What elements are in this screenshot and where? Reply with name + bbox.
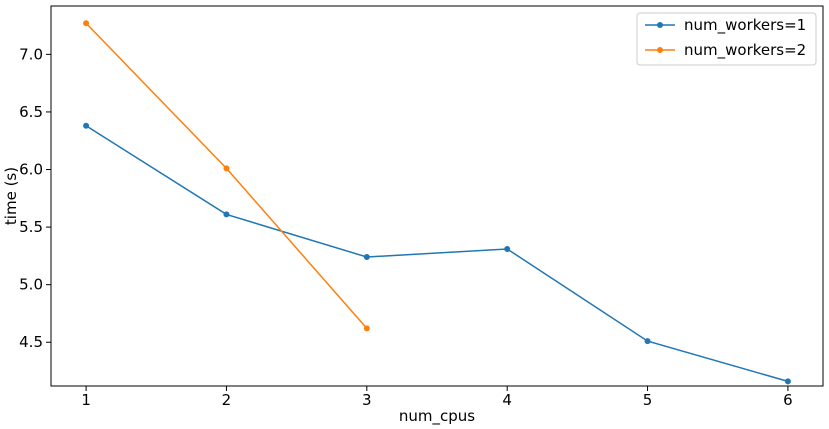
series-2-point [83,20,90,27]
y-axis-title: time (s) [2,167,20,225]
series-1-point [784,378,791,385]
series-1-point [363,254,370,261]
series-2-point [223,165,230,172]
series-1-point [223,211,230,218]
y-tick-label: 5.0 [19,276,43,294]
legend-label-series-2: num_workers=2 [684,41,806,60]
series-layer [83,20,791,385]
y-tick-label: 5.5 [19,218,43,236]
x-tick-label: 3 [362,391,372,409]
y-tick-label: 6.0 [19,161,43,179]
series-1-point [644,338,651,345]
series-line-1 [85,125,789,383]
x-tick-label: 4 [502,391,512,409]
x-axis-ticks: 1 2 3 4 5 6 [81,386,793,409]
y-tick-label: 7.0 [19,45,43,63]
legend-marker-series-1 [657,22,663,28]
x-tick-label: 2 [222,391,232,409]
series-2-point [363,325,370,332]
series-1-point [504,245,511,252]
y-axis-ticks: 4.5 5.0 5.5 6.0 6.5 7.0 [19,45,51,351]
legend-box [636,12,817,66]
y-tick-label: 4.5 [19,333,43,351]
legend-marker-series-2 [657,47,663,53]
x-axis-title: num_cpus [399,407,475,426]
x-tick-label: 6 [783,391,793,409]
legend: num_workers=1 num_workers=2 [636,12,817,66]
legend-label-series-1: num_workers=1 [684,16,806,35]
series-1-point [83,122,90,129]
y-tick-label: 6.5 [19,103,43,121]
x-tick-label: 1 [81,391,91,409]
plot-area [50,5,824,387]
x-tick-label: 5 [643,391,653,409]
